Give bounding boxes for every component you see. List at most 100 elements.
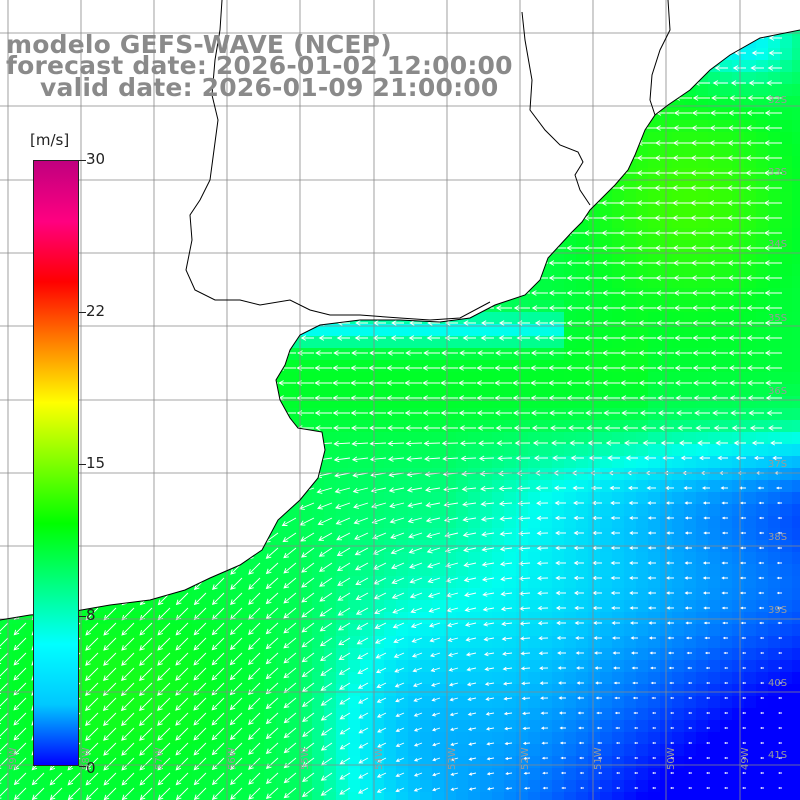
wind-cell — [576, 312, 589, 325]
wind-cell — [792, 612, 800, 625]
wind-cell — [792, 408, 800, 421]
wind-cell — [600, 708, 613, 721]
wind-cell — [756, 780, 769, 793]
wind-cell — [576, 780, 589, 793]
wind-cell — [612, 228, 625, 241]
wind-cell — [648, 144, 661, 157]
wind-cell — [324, 792, 337, 800]
wind-cell — [636, 312, 649, 325]
wind-cell — [768, 288, 781, 301]
wind-cell — [420, 636, 433, 649]
wind-cell — [756, 444, 769, 457]
wind-cell — [720, 720, 733, 733]
wind-cell — [684, 648, 697, 661]
wind-cell — [228, 660, 241, 673]
wind-cell — [600, 792, 613, 800]
wind-cell — [252, 780, 265, 793]
wind-cell — [768, 252, 781, 265]
wind-cell — [792, 360, 800, 373]
wind-cell — [108, 684, 121, 697]
wind-cell — [240, 576, 253, 589]
wind-cell — [312, 564, 325, 577]
wind-cell — [504, 348, 517, 361]
wind-cell — [756, 792, 769, 800]
wind-cell — [732, 684, 745, 697]
wind-cell — [504, 492, 517, 505]
wind-cell — [672, 492, 685, 505]
wind-cell — [756, 768, 769, 781]
wind-cell — [768, 552, 781, 565]
wind-cell — [144, 600, 157, 613]
wind-cell — [120, 780, 133, 793]
wind-cell — [240, 732, 253, 745]
wind-cell — [564, 612, 577, 625]
wind-cell — [456, 792, 469, 800]
wind-cell — [300, 408, 313, 421]
wind-cell — [408, 480, 421, 493]
wind-cell — [720, 468, 733, 481]
wind-cell — [288, 780, 301, 793]
wind-cell — [720, 84, 733, 97]
wind-cell — [768, 144, 781, 157]
wind-cell — [456, 492, 469, 505]
wind-cell — [792, 768, 800, 781]
wind-cell — [792, 180, 800, 193]
wind-cell — [756, 552, 769, 565]
wind-cell — [744, 468, 757, 481]
wind-cell — [576, 456, 589, 469]
wind-cell — [768, 516, 781, 529]
wind-cell — [96, 732, 109, 745]
wind-cell — [444, 444, 457, 457]
wind-cell — [624, 720, 637, 733]
wind-cell — [240, 564, 253, 577]
wind-cell — [684, 708, 697, 721]
wind-cell — [768, 48, 781, 61]
wind-cell — [288, 564, 301, 577]
wind-cell — [108, 792, 121, 800]
wind-cell — [624, 444, 637, 457]
wind-cell — [300, 360, 313, 373]
wind-cell — [672, 240, 685, 253]
wind-cell — [636, 252, 649, 265]
wind-cell — [552, 492, 565, 505]
wind-cell — [768, 528, 781, 541]
wind-cell — [288, 672, 301, 685]
wind-cell — [612, 660, 625, 673]
wind-cell — [360, 468, 373, 481]
wind-cell — [636, 516, 649, 529]
wind-cell — [636, 792, 649, 800]
wind-cell — [696, 444, 709, 457]
wind-cell — [144, 636, 157, 649]
wind-cell — [780, 252, 793, 265]
wind-cell — [468, 492, 481, 505]
wind-cell — [432, 372, 445, 385]
wind-cell — [492, 528, 505, 541]
wind-cell — [72, 780, 85, 793]
wind-cell — [756, 528, 769, 541]
wind-cell — [600, 504, 613, 517]
wind-cell — [396, 456, 409, 469]
wind-cell — [768, 324, 781, 337]
wind-cell — [276, 552, 289, 565]
wind-cell — [420, 492, 433, 505]
wind-cell — [540, 744, 553, 757]
wind-cell — [540, 360, 553, 373]
wind-cell — [684, 744, 697, 757]
wind-cell — [636, 624, 649, 637]
wind-cell — [552, 252, 565, 265]
wind-cell — [624, 420, 637, 433]
wind-cell — [276, 588, 289, 601]
wind-cell — [720, 240, 733, 253]
wind-cell — [396, 576, 409, 589]
wind-cell — [468, 600, 481, 613]
wind-cell — [600, 216, 613, 229]
wind-cell — [792, 168, 800, 181]
wind-cell — [648, 132, 661, 145]
wind-cell — [624, 288, 637, 301]
wind-cell — [780, 660, 793, 673]
wind-cell — [696, 684, 709, 697]
wind-cell — [528, 720, 541, 733]
wind-cell — [756, 120, 769, 133]
wind-cell — [528, 396, 541, 409]
wind-cell — [780, 588, 793, 601]
